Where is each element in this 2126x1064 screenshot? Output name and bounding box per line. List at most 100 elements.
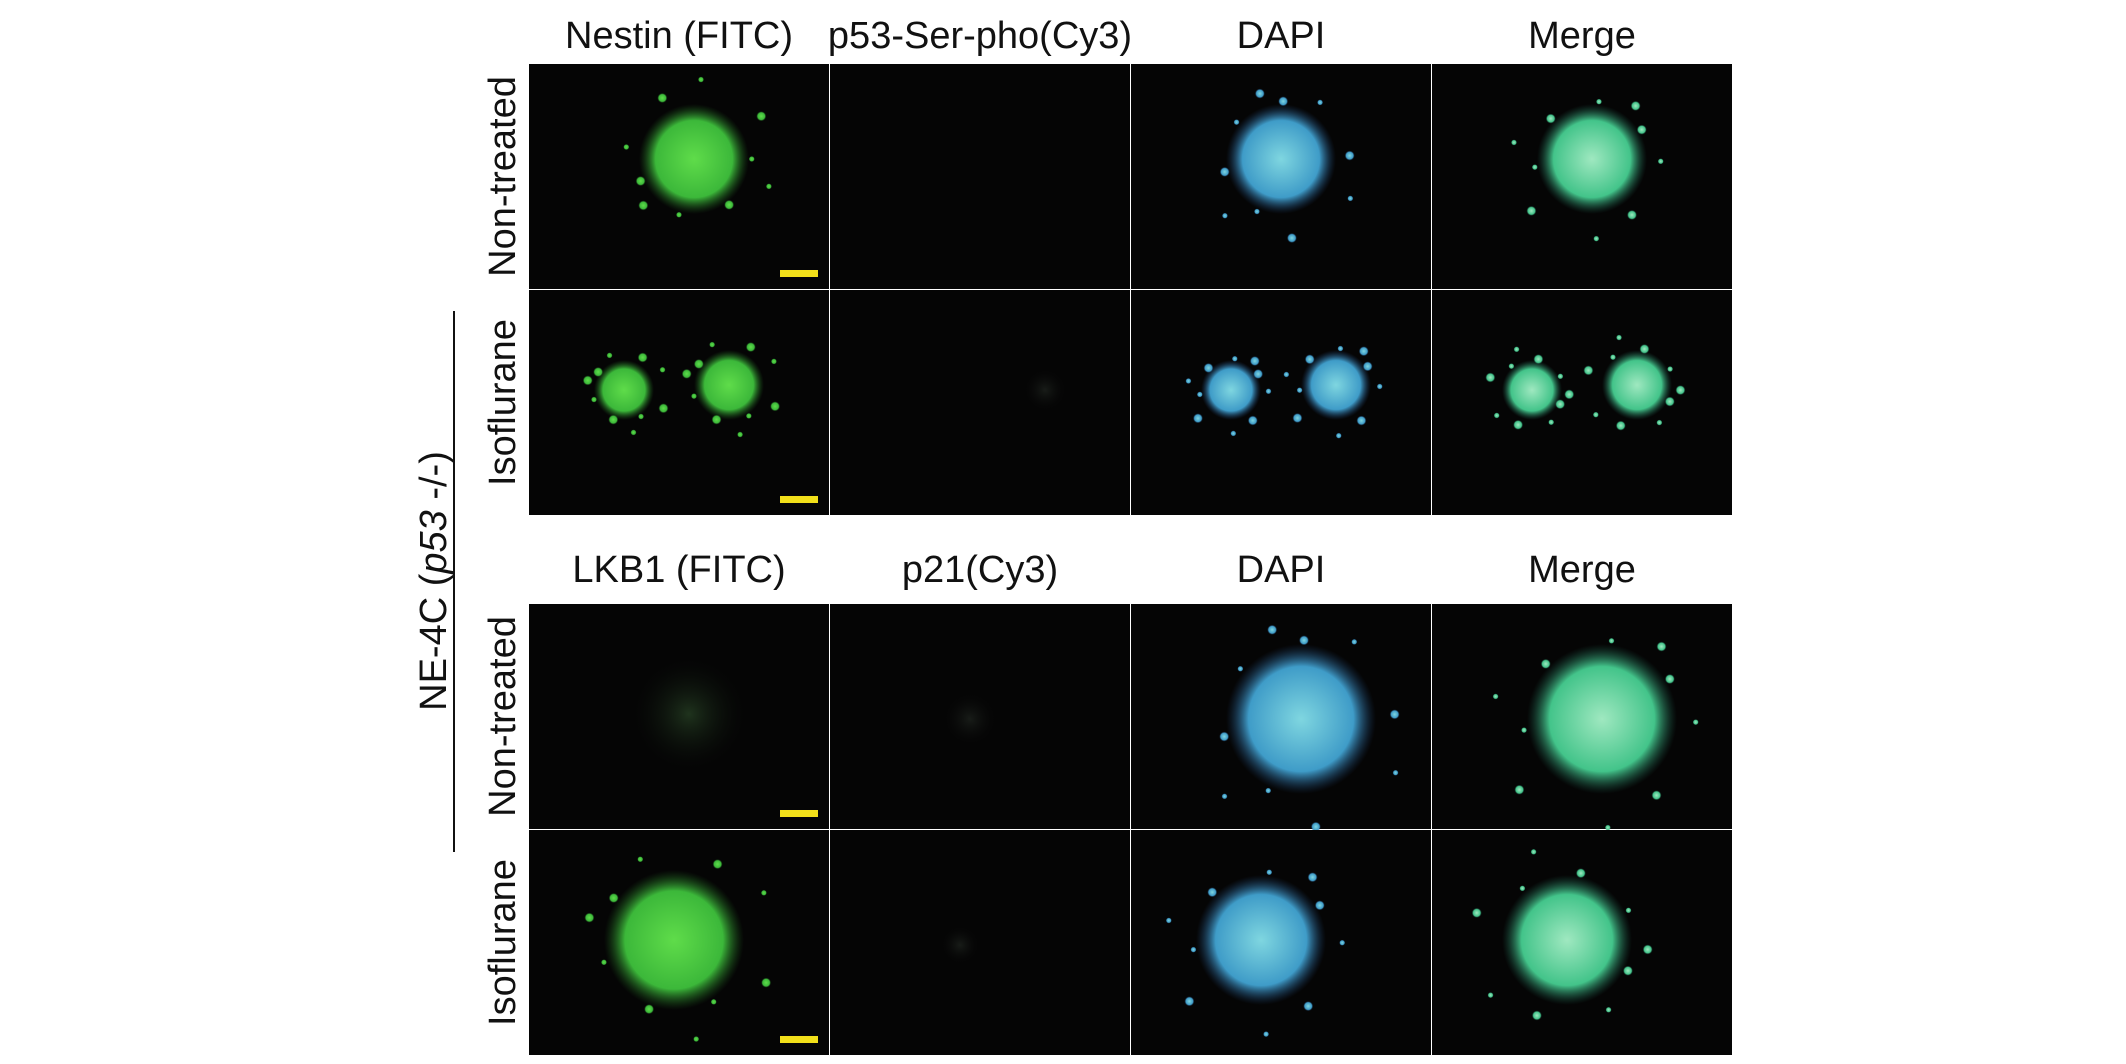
cell-dot [1344,150,1355,161]
cell-dot [1555,399,1566,410]
cell-dot [1339,939,1346,946]
micrograph [1131,830,1431,1055]
cell-cluster [1196,875,1326,1005]
micrograph [529,830,829,1055]
cell-cluster [945,694,995,744]
cell-dot [1664,674,1675,685]
row-label: Non-treated [482,616,524,817]
cell-dot [1283,371,1290,378]
cell-dot [1533,354,1544,365]
cell-dot [1513,346,1520,353]
cell-dot [770,401,781,412]
cell-dot [737,431,744,438]
cell-dot [1267,624,1278,635]
micrograph [529,290,829,515]
cell-dot [693,1036,700,1043]
column-header: DAPI [1237,549,1326,591]
cell-dot [1337,345,1344,352]
cell-dot [1298,635,1309,646]
cell-dot [644,1004,655,1015]
cell-dot [1513,419,1524,430]
micrograph [1432,64,1732,289]
cell-dot [1230,430,1237,437]
cell-dot [1636,124,1647,135]
cell-dot [1254,88,1265,99]
cell-cluster [1201,360,1261,420]
cell-dot [1530,848,1537,855]
cell-dot [1376,383,1383,390]
cell-dot [1304,354,1315,365]
cell-cluster [1502,875,1632,1005]
cell-dot [1604,824,1611,831]
scale-bar [780,1036,818,1043]
cell-dot [1531,164,1538,171]
cell-dot [635,176,646,187]
cell-dot [1165,917,1172,924]
cell-dot [1286,233,1297,244]
cell-dot [1292,413,1303,424]
cell-dot [1219,166,1230,177]
cell-dot [1266,869,1273,876]
cell-dot [630,429,637,436]
cell-cluster [1025,370,1065,410]
cell-cluster [942,927,978,963]
cell-dot [1651,790,1662,801]
cell-dot [1508,363,1515,370]
cell-cluster [1537,104,1647,214]
cell-dot [1583,365,1594,376]
cell-dot [593,366,604,377]
panel-background [830,290,1130,515]
cell-dot [1487,992,1494,999]
column-header: Merge [1528,15,1636,57]
cell-cluster [1602,350,1672,420]
cell-dot [1605,1006,1612,1013]
cell-dot [710,998,717,1005]
cell-dot [761,977,772,988]
cell-cluster [1226,644,1376,794]
cell-dot [1335,432,1342,439]
cell-dot [1190,946,1197,953]
cell-dot [1531,1010,1542,1021]
cell-dot [1667,366,1674,373]
cell-dot [1608,637,1615,644]
cell-dot [745,342,756,353]
cell-dot [1231,355,1238,362]
cell-dot [1630,100,1641,111]
cell-dot [1263,1031,1270,1038]
cell-dot [1564,389,1575,400]
cell-dot [1639,344,1650,355]
cell-dot [1237,665,1244,672]
cell-dot [1296,387,1303,394]
cell-dot [638,413,645,420]
cell-dot [638,200,649,211]
cell-dot [1184,996,1195,1007]
cell-dot [756,111,767,122]
scale-bar [780,270,818,277]
column-header: DAPI [1237,15,1326,57]
cell-dot [606,352,613,359]
cell-dot [1389,709,1400,720]
cell-dot [724,199,735,210]
cell-dot [608,414,619,425]
cell-dot [1219,731,1230,742]
cell-dot [637,856,644,863]
cell-dot [1595,98,1602,105]
cell-dot [1233,119,1240,126]
cell-cluster [1527,644,1677,794]
cell-cluster [604,870,744,1010]
group-label: NE-4C (p53 -/-) [413,451,455,711]
cell-dot [760,889,767,896]
cell-dot [1362,361,1373,372]
cell-dot [1314,900,1325,911]
micrograph [1432,830,1732,1055]
cell-dot [1317,99,1324,106]
cell-dot [1492,693,1499,700]
cell-dot [1557,373,1564,380]
cell-dot [711,414,722,425]
cell-dot [1347,195,1354,202]
cell-dot [1664,396,1675,407]
cell-dot [659,366,666,373]
cell-dot [1247,415,1258,426]
cell-dot [1351,638,1358,645]
